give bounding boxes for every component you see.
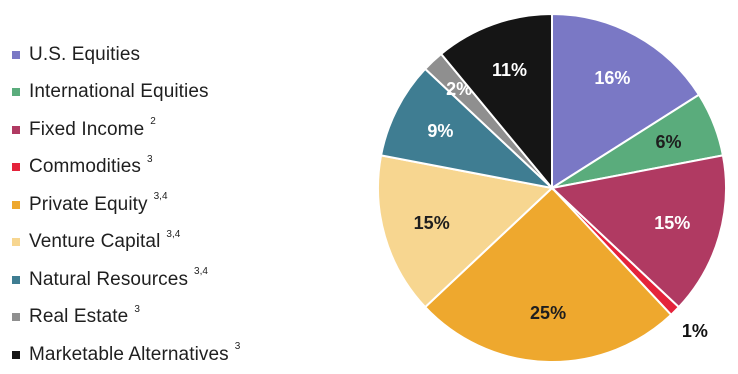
legend-label: Commodities — [29, 156, 141, 178]
pie-slice — [423, 186, 673, 363]
slice-label: 15% — [654, 213, 690, 233]
slice-label: 15% — [414, 213, 450, 233]
pie-chart: U.S. Equities International Equities Fixed… — [12, 12, 727, 365]
pie-slice — [551, 12, 701, 190]
slice-label: 9% — [427, 121, 453, 141]
legend-item: U.S. Equities — [12, 36, 240, 74]
pie-slice — [377, 154, 555, 309]
slice-label: 16% — [594, 68, 630, 88]
legend-swatch — [12, 238, 20, 247]
slice-label: 1% — [682, 321, 708, 341]
legend: U.S. Equities International Equities Fixed… — [12, 36, 240, 374]
legend-swatch — [12, 88, 20, 97]
legend-footnote: 3,4 — [153, 191, 168, 203]
pie-slice — [379, 67, 556, 190]
pie-svg: 16%6%15%1%25%15%9%2%11% — [377, 12, 727, 363]
legend-footnote: 3 — [146, 153, 153, 165]
slice-label: 11% — [492, 60, 527, 80]
legend-item: Private Equity 3,4 — [12, 186, 240, 224]
pie-slice — [549, 154, 727, 309]
legend-item: International Equities — [12, 74, 240, 112]
legend-swatch — [12, 313, 20, 322]
pie-slice — [439, 12, 553, 191]
legend-swatch — [12, 275, 20, 284]
legend-label: Venture Capital — [29, 231, 161, 253]
legend-item: Fixed Income 2 — [12, 111, 240, 149]
legend-item: Marketable Alternatives 3 — [12, 336, 240, 374]
legend-swatch — [12, 125, 20, 134]
legend-label: Private Equity — [29, 193, 148, 215]
legend-swatch — [12, 50, 20, 59]
legend-footnote: 3,4 — [194, 266, 208, 278]
legend-label: Fixed Income — [29, 118, 145, 140]
legend-item: Venture Capital 3,4 — [12, 224, 240, 262]
legend-footnote: 3 — [234, 341, 241, 353]
legend-swatch — [12, 200, 20, 209]
legend-item: Natural Resources 3,4 — [12, 261, 240, 299]
legend-swatch — [12, 350, 20, 359]
legend-label: U.S. Equities — [29, 43, 141, 65]
legend-label: Real Estate — [29, 306, 129, 328]
legend-footnote: 2 — [150, 116, 156, 128]
slice-label: 25% — [530, 303, 566, 323]
legend-item: Commodities 3 — [12, 149, 240, 187]
legend-footnote: 3,4 — [166, 228, 181, 240]
legend-label: Natural Resources — [29, 268, 189, 290]
legend-footnote: 3 — [134, 303, 140, 315]
slice-label: 6% — [655, 132, 681, 152]
legend-label: Marketable Alternatives — [29, 343, 229, 365]
legend-label: International Equities — [29, 81, 209, 103]
legend-item: Real Estate 3 — [12, 299, 240, 337]
legend-swatch — [12, 163, 20, 172]
